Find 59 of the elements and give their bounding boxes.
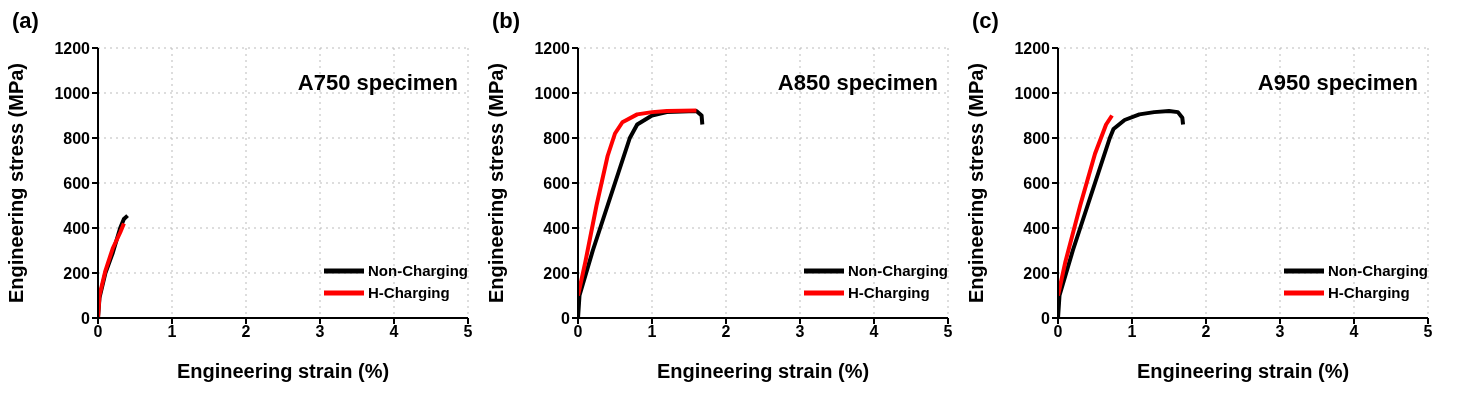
y-axis-title: Engineering stress (MPa) <box>485 62 508 304</box>
y-axis-title: Engineering stress (MPa) <box>965 62 988 304</box>
line-series <box>1058 113 1115 298</box>
x-axis-title: Engineering strain (%) <box>176 360 390 382</box>
x-tick-label: 3 <box>315 323 325 341</box>
y-tick-label: 0 <box>561 309 571 327</box>
line-series <box>98 221 126 318</box>
x-tick-label: 2 <box>721 323 731 341</box>
legend-label: Non-Charging <box>368 261 468 281</box>
x-tick-label: 4 <box>389 323 399 341</box>
y-tick-label: 200 <box>543 264 571 282</box>
x-tick-label: 0 <box>93 323 103 341</box>
legend-label: H-Charging <box>848 283 930 303</box>
y-tick-label: 400 <box>63 219 91 237</box>
chart-title: (a) <box>12 8 39 34</box>
x-axis-title: Engineering strain (%) <box>656 360 870 382</box>
legend-label: Non-Charging <box>1328 261 1428 281</box>
y-tick-label: 0 <box>1041 309 1051 327</box>
x-tick-label: 2 <box>1201 323 1211 341</box>
y-axis-title: Engineering stress (MPa) <box>5 62 28 304</box>
y-tick-label: 1000 <box>54 84 91 102</box>
annotation: A750 specimen <box>297 70 458 96</box>
x-tick-label: 4 <box>1349 323 1359 341</box>
chart-title: (b) <box>492 8 521 34</box>
legend-label: H-Charging <box>1328 283 1410 303</box>
y-tick-label: 600 <box>1023 174 1051 192</box>
y-tick-label: 1000 <box>534 84 571 102</box>
x-tick-label: 0 <box>1053 323 1063 341</box>
y-tick-label: 1200 <box>534 39 571 57</box>
y-tick-label: 1000 <box>1014 84 1051 102</box>
y-tick-label: 200 <box>63 264 91 282</box>
annotation: A850 specimen <box>777 70 938 96</box>
x-tick-label: 1 <box>647 323 657 341</box>
x-tick-label: 1 <box>1127 323 1137 341</box>
chart-title: (c) <box>972 8 999 34</box>
y-tick-label: 600 <box>543 174 571 192</box>
y-tick-label: 800 <box>63 129 91 147</box>
x-axis-title: Engineering strain (%) <box>1136 360 1350 382</box>
x-tick-label: 5 <box>1423 323 1433 341</box>
legend-label: H-Charging <box>368 283 450 303</box>
y-tick-label: 1200 <box>54 39 91 57</box>
x-tick-label: 0 <box>573 323 583 341</box>
x-tick-label: 5 <box>943 323 953 341</box>
y-tick-label: 200 <box>1023 264 1051 282</box>
x-tick-label: 5 <box>463 323 473 341</box>
x-tick-label: 2 <box>241 323 251 341</box>
annotation: A950 specimen <box>1257 70 1418 96</box>
y-tick-label: 400 <box>543 219 571 237</box>
legend-label: Non-Charging <box>848 261 948 281</box>
y-tick-label: 400 <box>1023 219 1051 237</box>
y-tick-label: 1200 <box>1014 39 1051 57</box>
y-tick-label: 800 <box>1023 129 1051 147</box>
x-tick-label: 3 <box>1275 323 1285 341</box>
x-tick-label: 4 <box>869 323 879 341</box>
x-tick-label: 3 <box>795 323 805 341</box>
x-tick-label: 1 <box>167 323 177 341</box>
y-tick-label: 0 <box>81 309 91 327</box>
y-tick-label: 800 <box>543 129 571 147</box>
y-tick-label: 600 <box>63 174 91 192</box>
